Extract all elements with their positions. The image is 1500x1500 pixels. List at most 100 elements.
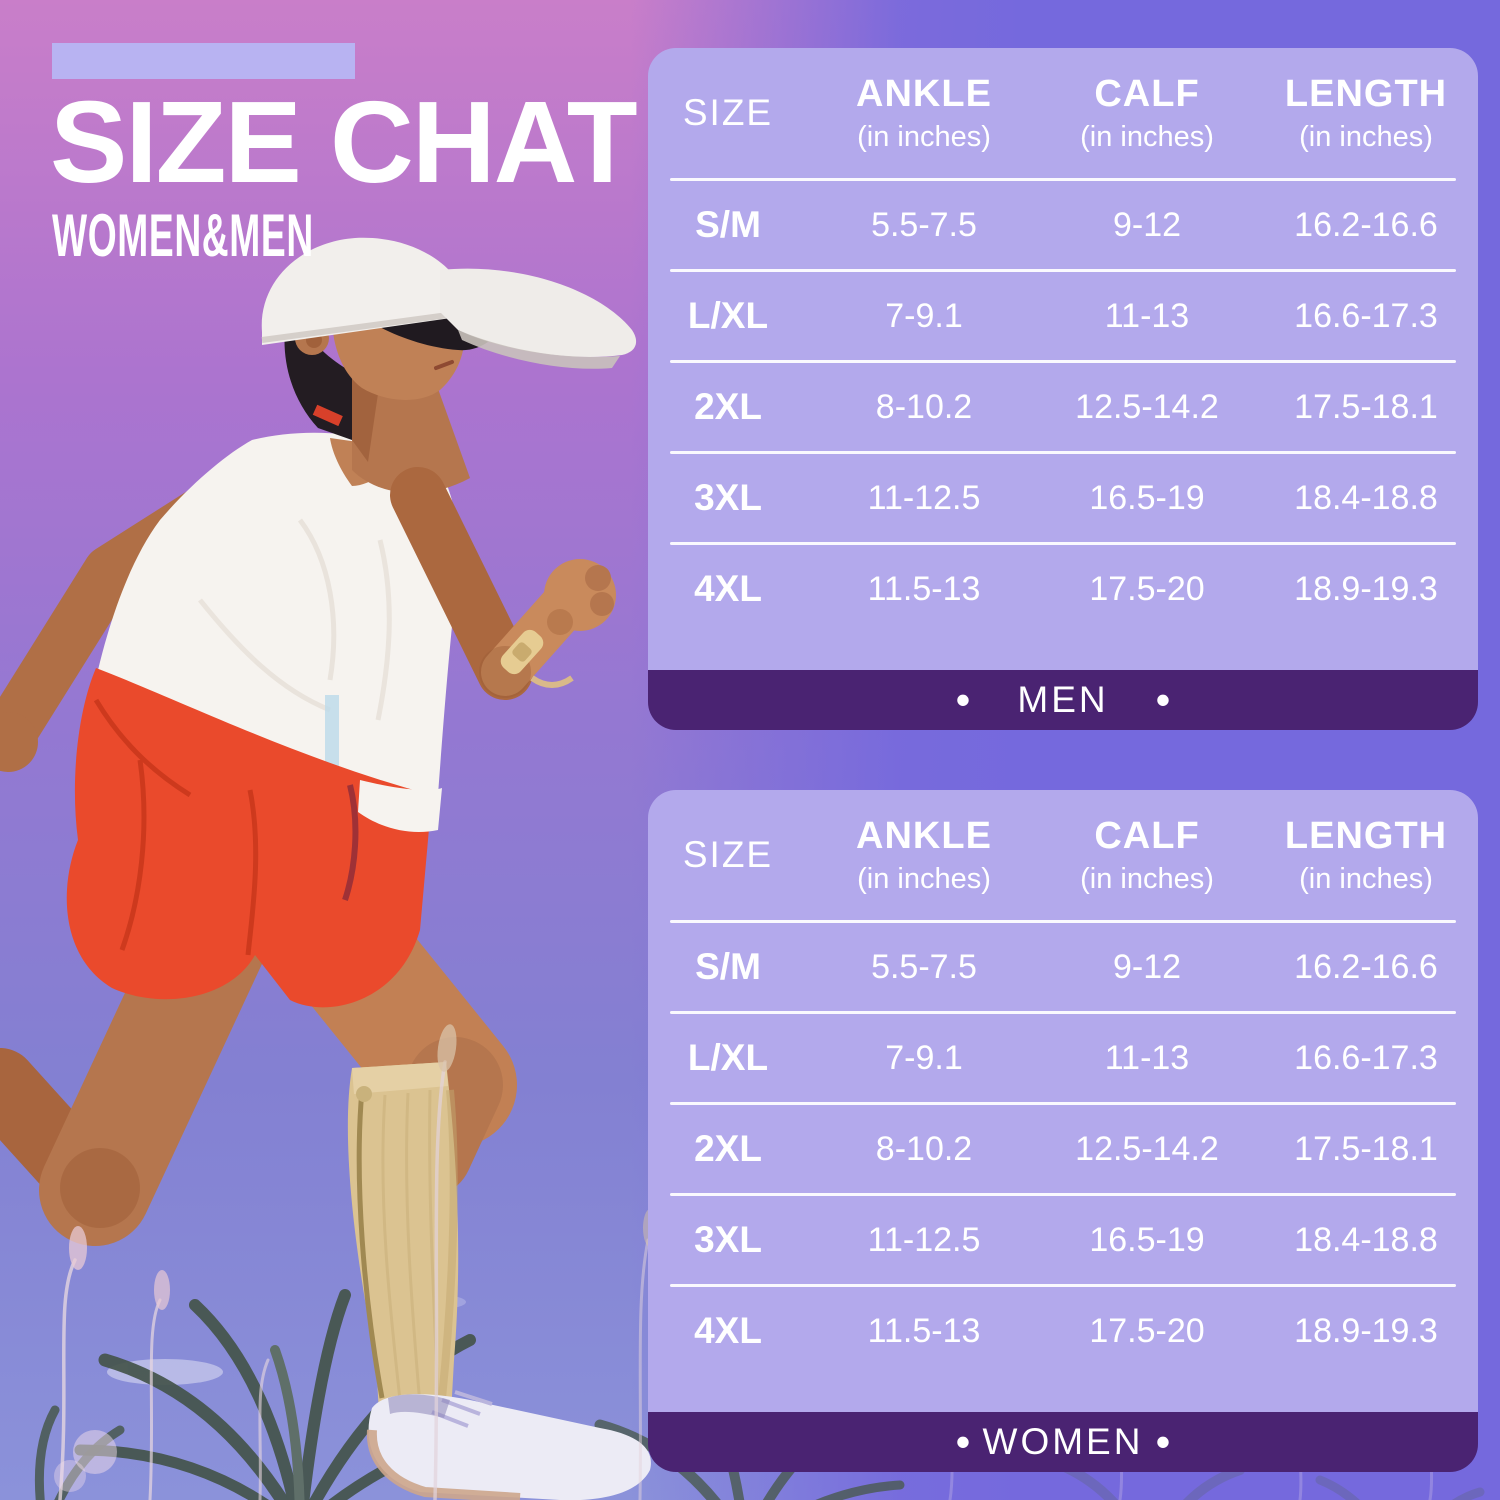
women-table-footer: • WOMEN • [648,1412,1478,1472]
runner-head [261,237,637,493]
table-header-row: SIZE ANKLE (in inches) CALF (in inches) LE… [648,790,1478,920]
sneaker [366,1390,651,1500]
women-table-label: WOMEN [982,1421,1144,1462]
table-row: 4XL 11.5-13 17.5-20 18.9-19.3 [648,1287,1478,1375]
men-size-table: SIZE ANKLE (in inches) CALF (in inches) LE… [648,48,1478,730]
length-cell: 18.4-18.8 [1294,478,1438,517]
zipper-pull [356,1086,372,1102]
shoe-collar [388,1394,450,1418]
table-row: S/M 5.5-7.5 9-12 16.2-16.6 [648,923,1478,1011]
size-cell: 4XL [694,568,762,609]
running-shorts [66,668,442,1008]
row-divider [670,920,1456,923]
row-divider [670,451,1456,454]
size-cell: L/XL [687,1037,769,1078]
size-cell: 2XL [694,386,762,427]
ankle-cell: 5.5-7.5 [871,205,977,244]
sock-cuff [352,1062,448,1094]
ankle-cell: 8-10.2 [875,1129,973,1168]
length-cell: 18.4-18.8 [1294,1220,1438,1259]
row-divider [670,542,1456,545]
row-divider [670,269,1456,272]
tank-hem [358,780,442,832]
ankle-cell: 11-12.5 [867,478,981,517]
ankle-cell: 11.5-13 [867,1311,981,1350]
calf-cell: 9-12 [1112,205,1182,244]
table-header-row: SIZE ANKLE (in inches) CALF (in inches) LE… [648,48,1478,178]
ankle-cell: 11-12.5 [867,1220,981,1259]
length-cell: 18.9-19.3 [1294,569,1438,608]
length-cell: 16.2-16.6 [1294,947,1438,986]
ankle-cell: 5.5-7.5 [871,947,977,986]
women-size-table: SIZE ANKLE (in inches) CALF (in inches) LE… [648,790,1478,1472]
lips [434,360,454,370]
grass-head [69,1226,87,1270]
calf-cell: 12.5-14.2 [1075,387,1219,426]
bracelet [530,675,574,688]
page-subtitle: WOMEN&MEN [52,202,314,269]
ankle-cell: 8-10.2 [875,387,973,426]
table-row: 2XL 8-10.2 12.5-14.2 17.5-18.1 [648,363,1478,451]
size-cell: 4XL [694,1310,762,1351]
length-cell: 18.9-19.3 [1294,1311,1438,1350]
knee-shadow [60,1148,140,1228]
table-row: L/XL 7-9.1 11-13 16.6-17.3 [648,272,1478,360]
grass-head [154,1270,170,1310]
shorts-trim [342,784,359,901]
front-arm [390,467,616,700]
calf-cell: 16.5-19 [1089,1220,1205,1259]
calf-cell: 16.5-19 [1089,478,1205,517]
men-table-footer: • MEN • [648,670,1478,730]
size-cell: 3XL [694,477,762,518]
shoe-sole [366,1429,521,1500]
size-column-header: SIZE [682,834,774,875]
length-cell: 16.2-16.6 [1294,205,1438,244]
row-divider [670,1284,1456,1287]
table-row: 2XL 8-10.2 12.5-14.2 17.5-18.1 [648,1105,1478,1193]
length-column-header: LENGTH (in inches) [1284,72,1448,153]
row-divider [670,360,1456,363]
table-row: 3XL 11-12.5 16.5-19 18.4-18.8 [648,454,1478,542]
wrist-watch [500,629,544,675]
flower [73,1430,117,1474]
headband [312,404,343,427]
calf-cell: 12.5-14.2 [1075,1129,1219,1168]
ankle-column-header: ANKLE (in inches) [856,814,992,895]
calf-column-header: CALF (in inches) [1080,814,1214,895]
calf-cell: 17.5-20 [1089,1311,1205,1350]
size-cell: 2XL [694,1128,762,1169]
men-table-label: MEN [1017,679,1109,720]
table-row: 4XL 11.5-13 17.5-20 18.9-19.3 [648,545,1478,633]
flower [54,1460,86,1492]
foreground-grass [54,1024,1438,1500]
row-divider [670,1193,1456,1196]
women-table-panel: SIZE ANKLE (in inches) CALF (in inches) LE… [648,790,1478,1412]
runner-illustration [0,237,651,1500]
bib-strip [325,695,339,780]
men-table-panel: SIZE ANKLE (in inches) CALF (in inches) LE… [648,48,1478,670]
calf-cell: 11-13 [1104,296,1190,335]
size-column-header: SIZE [682,92,774,133]
size-cell: L/XL [687,295,769,336]
grass-head [437,1024,457,1072]
sock-zipper [356,1089,385,1399]
calf-cell: 11-13 [1104,1038,1190,1077]
length-cell: 16.6-17.3 [1294,1038,1438,1077]
page-title: SIZE CHAT [50,77,638,207]
length-cell: 16.6-17.3 [1294,296,1438,335]
calf-cell: 17.5-20 [1089,569,1205,608]
fabric-folds [198,518,392,721]
row-divider [670,178,1456,181]
size-cell: S/M [695,204,761,245]
length-cell: 17.5-18.1 [1294,387,1438,426]
row-divider [670,1102,1456,1105]
cap-visor [440,268,637,358]
compression-sock [347,1062,459,1432]
length-cell: 17.5-18.1 [1294,1129,1438,1168]
size-cell: S/M [695,946,761,987]
back-hand [0,712,38,772]
ankle-cell: 7-9.1 [885,296,963,335]
calf-cell: 9-12 [1112,947,1182,986]
neck [352,372,470,493]
